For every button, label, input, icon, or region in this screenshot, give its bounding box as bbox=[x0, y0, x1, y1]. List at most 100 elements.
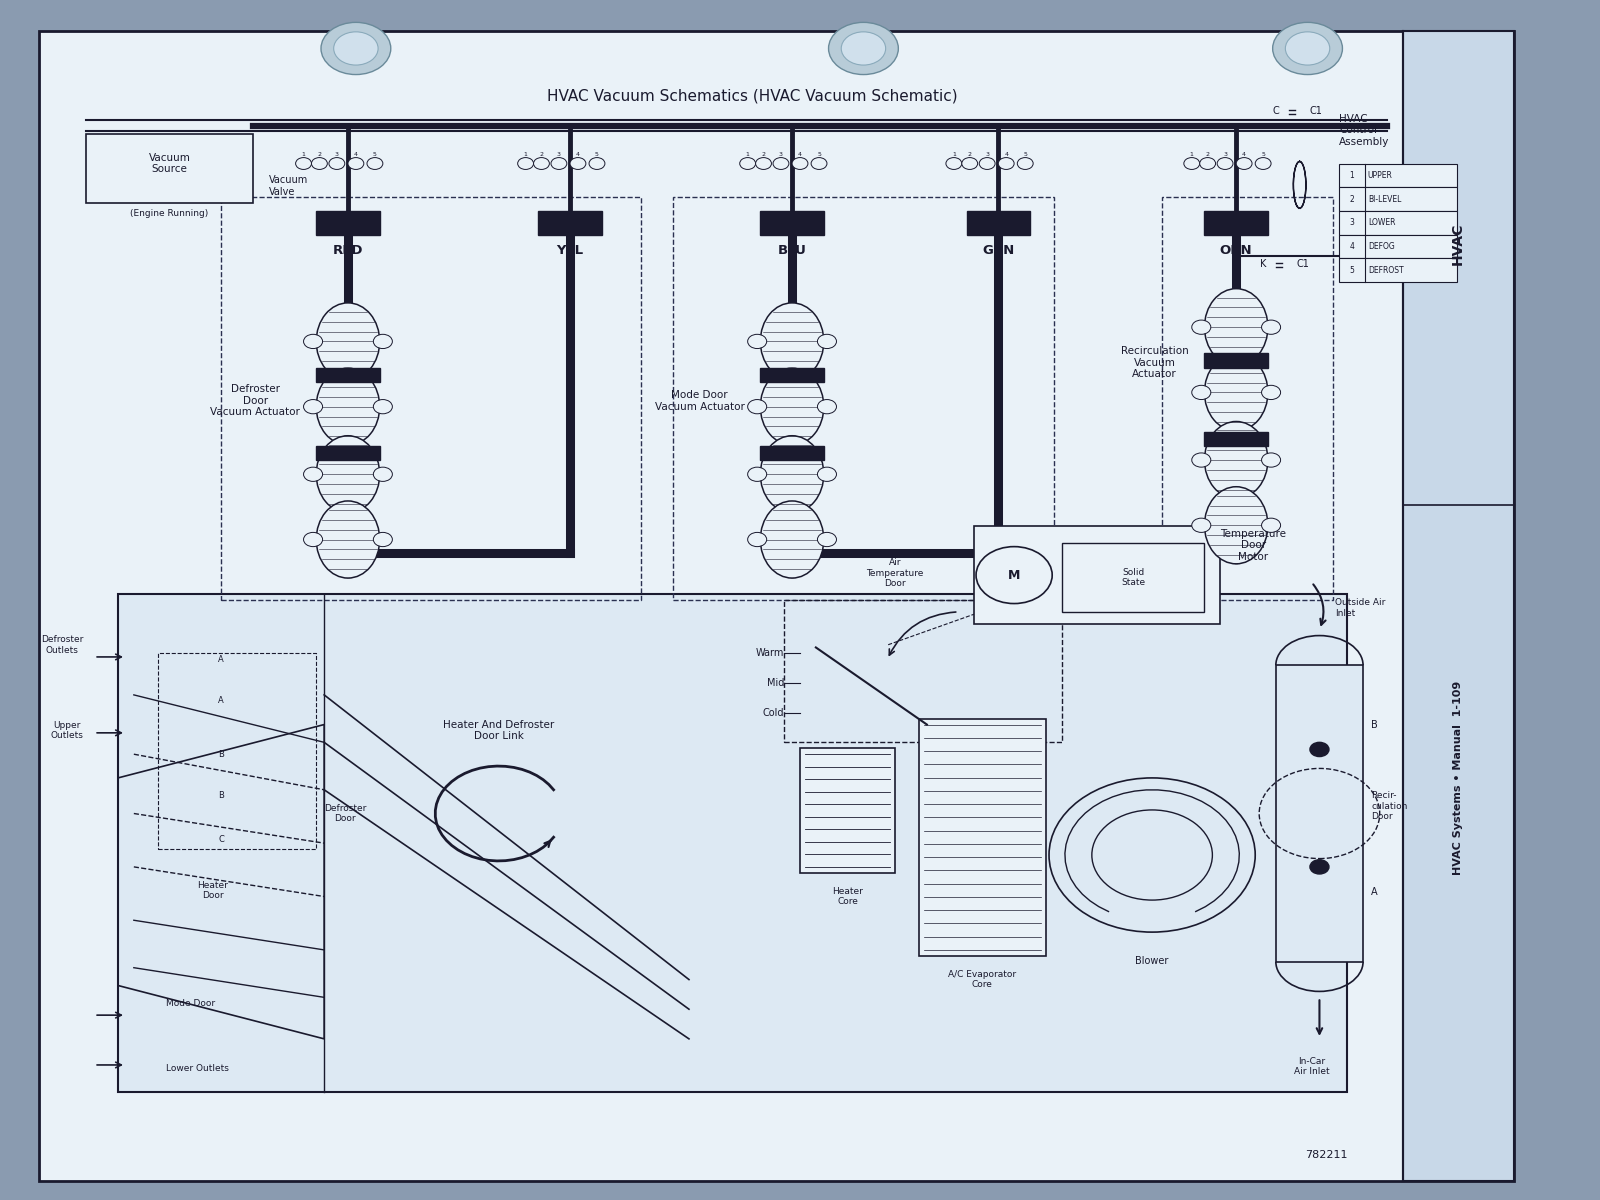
Circle shape bbox=[533, 157, 549, 169]
Bar bbox=[1339, 163, 1456, 187]
Text: Air
Temperature
Door: Air Temperature Door bbox=[867, 558, 923, 588]
Ellipse shape bbox=[317, 368, 379, 445]
Bar bbox=[1162, 197, 1333, 600]
Text: HVAC: HVAC bbox=[1451, 223, 1466, 265]
Text: Defroster
Door: Defroster Door bbox=[325, 804, 366, 823]
Ellipse shape bbox=[317, 500, 379, 578]
Text: Heater
Core: Heater Core bbox=[832, 887, 862, 906]
Bar bbox=[974, 527, 1221, 624]
Circle shape bbox=[739, 157, 755, 169]
Circle shape bbox=[1285, 32, 1330, 65]
Text: Upper
Outlets: Upper Outlets bbox=[50, 721, 83, 740]
Circle shape bbox=[818, 335, 837, 348]
Circle shape bbox=[979, 157, 995, 169]
Text: B: B bbox=[1371, 720, 1378, 730]
Bar bbox=[1403, 31, 1514, 1181]
Text: Recir-
culation
Door: Recir- culation Door bbox=[1371, 792, 1408, 821]
Circle shape bbox=[1310, 859, 1330, 874]
Text: 4: 4 bbox=[1349, 242, 1355, 251]
Ellipse shape bbox=[760, 368, 824, 445]
Text: Mode Door: Mode Door bbox=[165, 998, 214, 1008]
Circle shape bbox=[818, 400, 837, 414]
Text: 1: 1 bbox=[952, 151, 955, 156]
Circle shape bbox=[322, 23, 390, 74]
Text: HVAC Vacuum Schematics (HVAC Vacuum Schematic): HVAC Vacuum Schematics (HVAC Vacuum Sche… bbox=[547, 89, 958, 103]
Text: GRN: GRN bbox=[982, 244, 1014, 257]
Text: Defroster
Door
Vacuum Actuator: Defroster Door Vacuum Actuator bbox=[211, 384, 301, 418]
Circle shape bbox=[1018, 157, 1034, 169]
Circle shape bbox=[1184, 157, 1200, 169]
Bar bbox=[1205, 353, 1267, 367]
Circle shape bbox=[1272, 23, 1342, 74]
Circle shape bbox=[998, 157, 1014, 169]
Text: LOWER: LOWER bbox=[1368, 218, 1395, 227]
Text: Vacuum
Valve: Vacuum Valve bbox=[269, 175, 307, 197]
Text: 4: 4 bbox=[576, 151, 579, 156]
Text: 3: 3 bbox=[1222, 151, 1227, 156]
Text: C1: C1 bbox=[1309, 107, 1322, 116]
Text: Vacuum
Source: Vacuum Source bbox=[149, 152, 190, 174]
Text: Outside Air
Inlet: Outside Air Inlet bbox=[1336, 599, 1386, 618]
Circle shape bbox=[1218, 157, 1234, 169]
Text: 5: 5 bbox=[1349, 265, 1355, 275]
Bar bbox=[966, 211, 1030, 235]
Circle shape bbox=[811, 157, 827, 169]
Circle shape bbox=[747, 533, 766, 547]
Bar bbox=[1339, 187, 1456, 211]
Text: Temperature
Door
Motor: Temperature Door Motor bbox=[1221, 529, 1286, 562]
Text: 1: 1 bbox=[746, 151, 749, 156]
Ellipse shape bbox=[1205, 421, 1267, 498]
Text: 3: 3 bbox=[334, 151, 339, 156]
Circle shape bbox=[818, 533, 837, 547]
Text: YEL: YEL bbox=[557, 244, 584, 257]
Circle shape bbox=[962, 157, 978, 169]
Text: B: B bbox=[218, 750, 224, 758]
Text: 2: 2 bbox=[1349, 194, 1354, 204]
Circle shape bbox=[1261, 452, 1280, 467]
Bar bbox=[317, 367, 379, 382]
Text: 4: 4 bbox=[798, 151, 802, 156]
Circle shape bbox=[1091, 810, 1213, 900]
Bar bbox=[784, 600, 1062, 743]
Bar bbox=[760, 211, 824, 235]
Bar bbox=[317, 446, 379, 460]
Text: DEFOG: DEFOG bbox=[1368, 242, 1395, 251]
Text: BLU: BLU bbox=[778, 244, 806, 257]
Bar bbox=[1062, 544, 1205, 612]
Text: M: M bbox=[1008, 569, 1021, 582]
Bar bbox=[118, 594, 1347, 1092]
Bar bbox=[760, 367, 824, 382]
Circle shape bbox=[330, 157, 344, 169]
Text: Blower: Blower bbox=[1136, 956, 1170, 966]
Circle shape bbox=[792, 157, 808, 169]
Circle shape bbox=[373, 400, 392, 414]
Circle shape bbox=[747, 335, 766, 348]
Text: A: A bbox=[218, 655, 224, 664]
Text: ORN: ORN bbox=[1219, 244, 1253, 257]
Ellipse shape bbox=[760, 436, 824, 512]
Ellipse shape bbox=[760, 302, 824, 380]
Text: BI-LEVEL: BI-LEVEL bbox=[1368, 194, 1402, 204]
Circle shape bbox=[1192, 518, 1211, 533]
Text: 5: 5 bbox=[818, 151, 821, 156]
Circle shape bbox=[373, 533, 392, 547]
Text: 4: 4 bbox=[1242, 151, 1246, 156]
Circle shape bbox=[1237, 157, 1253, 169]
Bar bbox=[1339, 258, 1456, 282]
Circle shape bbox=[1261, 518, 1280, 533]
Text: Heater
Door: Heater Door bbox=[197, 881, 229, 900]
Text: DEFROST: DEFROST bbox=[1368, 265, 1403, 275]
Text: 1: 1 bbox=[523, 151, 528, 156]
Text: 3: 3 bbox=[986, 151, 989, 156]
Text: HVAC
Control
Assembly: HVAC Control Assembly bbox=[1339, 114, 1390, 146]
Circle shape bbox=[1192, 320, 1211, 335]
Bar bbox=[1339, 211, 1456, 235]
Text: In-Car
Air Inlet: In-Car Air Inlet bbox=[1294, 1057, 1330, 1076]
Text: 2: 2 bbox=[317, 151, 322, 156]
Ellipse shape bbox=[317, 302, 379, 380]
Text: C1: C1 bbox=[1296, 259, 1309, 269]
Text: 1: 1 bbox=[302, 151, 306, 156]
Bar bbox=[1205, 211, 1267, 235]
Bar bbox=[1339, 235, 1456, 258]
Bar bbox=[538, 211, 602, 235]
